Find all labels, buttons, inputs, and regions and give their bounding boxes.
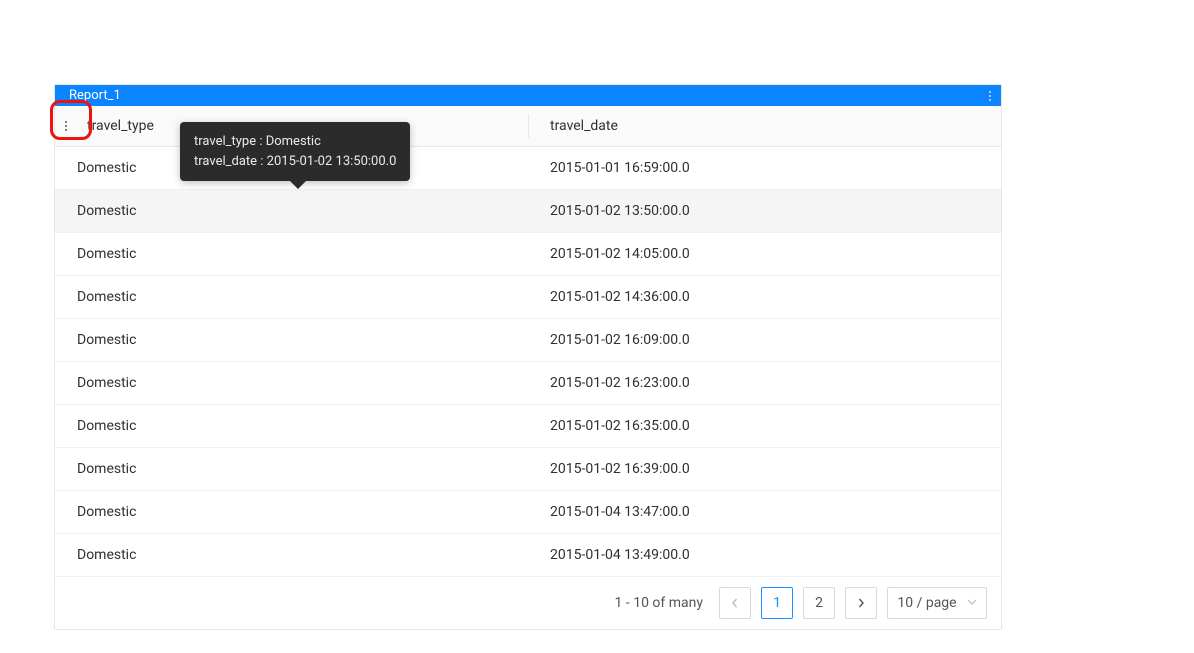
page-range: 1 - 10 of many bbox=[615, 595, 703, 611]
table-cell: 2015-01-02 16:35:00.0 bbox=[528, 405, 1001, 447]
table-row[interactable]: Domestic2015-01-01 16:59:00.0 bbox=[55, 147, 1001, 190]
column-menu-icon[interactable] bbox=[57, 115, 75, 137]
table-cell: Domestic bbox=[55, 491, 528, 533]
table-cell: Domestic bbox=[55, 362, 528, 404]
chevron-right-icon bbox=[856, 598, 866, 608]
panel-header: Report_1 bbox=[55, 85, 1001, 106]
table-row[interactable]: Domestic2015-01-02 16:39:00.0 bbox=[55, 448, 1001, 491]
table-cell: Domestic bbox=[55, 190, 528, 232]
column-label: travel_type bbox=[87, 118, 154, 134]
table-row[interactable]: Domestic2015-01-04 13:47:00.0 bbox=[55, 491, 1001, 534]
table-cell: 2015-01-02 14:36:00.0 bbox=[528, 276, 1001, 318]
table-cell: 2015-01-02 14:05:00.0 bbox=[528, 233, 1001, 275]
column-header-travel-date[interactable]: travel_date bbox=[528, 106, 1001, 146]
table-header: travel_type travel_date bbox=[55, 106, 1001, 147]
panel-menu-icon[interactable] bbox=[989, 91, 991, 101]
table-row[interactable]: Domestic2015-01-02 16:35:00.0 bbox=[55, 405, 1001, 448]
table-cell: 2015-01-02 16:39:00.0 bbox=[528, 448, 1001, 490]
page-size-label: 10 / page bbox=[897, 595, 956, 611]
page-size-select[interactable]: 10 / page bbox=[887, 587, 987, 619]
prev-page-button[interactable] bbox=[719, 587, 751, 619]
table-row[interactable]: Domestic2015-01-04 13:49:00.0 bbox=[55, 534, 1001, 577]
column-label: travel_date bbox=[550, 118, 618, 134]
table-cell: Domestic bbox=[55, 233, 528, 275]
table-cell: Domestic bbox=[55, 534, 528, 576]
table: travel_type travel_date Domestic2015-01-… bbox=[55, 106, 1001, 629]
canvas: Report_1 travel_type travel_date Domesti… bbox=[0, 0, 1194, 653]
column-header-travel-type[interactable]: travel_type bbox=[55, 106, 528, 146]
table-row[interactable]: Domestic2015-01-02 13:50:00.0 bbox=[55, 190, 1001, 233]
table-cell: Domestic bbox=[55, 276, 528, 318]
table-cell: Domestic bbox=[55, 319, 528, 361]
page-button[interactable]: 2 bbox=[803, 587, 835, 619]
table-row[interactable]: Domestic2015-01-02 16:23:00.0 bbox=[55, 362, 1001, 405]
next-page-button[interactable] bbox=[845, 587, 877, 619]
table-cell: Domestic bbox=[55, 405, 528, 447]
table-cell: 2015-01-01 16:59:00.0 bbox=[528, 147, 1001, 189]
table-body[interactable]: Domestic2015-01-01 16:59:00.0Domestic201… bbox=[55, 147, 1001, 577]
chevron-down-icon bbox=[967, 597, 977, 607]
table-row[interactable]: Domestic2015-01-02 14:36:00.0 bbox=[55, 276, 1001, 319]
table-cell: 2015-01-02 13:50:00.0 bbox=[528, 190, 1001, 232]
panel-title: Report_1 bbox=[69, 88, 121, 103]
table-cell: 2015-01-04 13:49:00.0 bbox=[528, 534, 1001, 576]
table-cell: 2015-01-02 16:09:00.0 bbox=[528, 319, 1001, 361]
pagination: 1 - 10 of many 12 10 / page bbox=[55, 577, 1001, 629]
table-cell: Domestic bbox=[55, 448, 528, 490]
table-cell: 2015-01-04 13:47:00.0 bbox=[528, 491, 1001, 533]
table-cell: 2015-01-02 16:23:00.0 bbox=[528, 362, 1001, 404]
report-panel: Report_1 travel_type travel_date Domesti… bbox=[54, 84, 1002, 630]
page-button[interactable]: 1 bbox=[761, 587, 793, 619]
table-row[interactable]: Domestic2015-01-02 14:05:00.0 bbox=[55, 233, 1001, 276]
table-cell: Domestic bbox=[55, 147, 528, 189]
chevron-left-icon bbox=[730, 598, 740, 608]
table-row[interactable]: Domestic2015-01-02 16:09:00.0 bbox=[55, 319, 1001, 362]
